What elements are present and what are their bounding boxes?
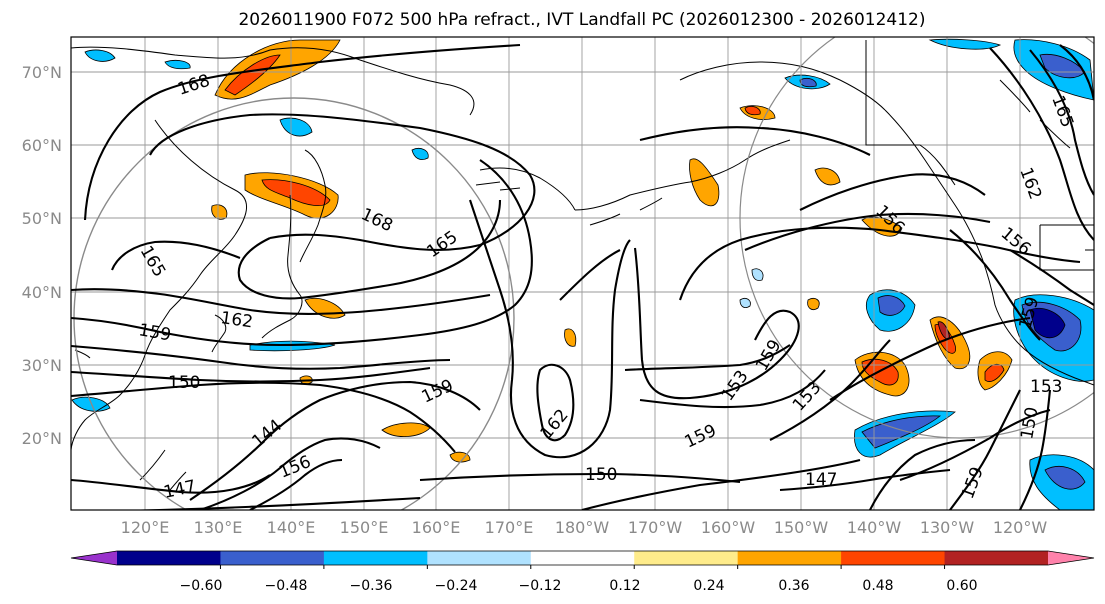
- colorbar-tick-label: 0.12: [609, 578, 640, 594]
- lon-label: 170°E: [485, 518, 534, 537]
- colorbar-tick-labels: −0.60 −0.48 −0.36 −0.24 −0.12 0.12 0.24 …: [180, 578, 978, 594]
- lat-label: 20°N: [22, 429, 62, 448]
- latitude-labels: 70°N 60°N 50°N 40°N 30°N 20°N: [22, 63, 62, 448]
- lat-label: 40°N: [22, 283, 62, 302]
- lat-label: 30°N: [22, 356, 62, 375]
- lon-label: 140°E: [267, 518, 316, 537]
- contour-label: 147: [805, 470, 837, 490]
- colorbar-extend-high: [1048, 551, 1094, 565]
- lat-label: 50°N: [22, 209, 62, 228]
- colorbar-segment: [841, 551, 946, 565]
- colorbar-segment: [737, 551, 842, 565]
- colorbar-segment: [117, 551, 221, 565]
- colorbar-tick-label: −0.60: [180, 578, 223, 594]
- lon-label: 120°E: [121, 518, 170, 537]
- lon-label: 130°E: [194, 518, 243, 537]
- colorbar-tick-label: −0.48: [265, 578, 308, 594]
- colorbar: [70, 550, 1095, 569]
- lon-label: 160°E: [412, 518, 461, 537]
- lat-label: 70°N: [22, 63, 62, 82]
- height-contours: [71, 43, 1094, 510]
- colorbar-segment: [634, 551, 739, 565]
- colorbar-tick-label: 0.48: [862, 578, 893, 594]
- shaded-fields: [71, 38, 1094, 510]
- contour-label: 162: [219, 308, 254, 332]
- colorbar-tick-label: −0.12: [519, 578, 562, 594]
- colorbar-segment: [427, 551, 532, 565]
- lon-label: 130°W: [920, 518, 975, 537]
- lon-label: 160°W: [701, 518, 756, 537]
- colorbar-segment: [323, 551, 428, 565]
- lon-label: 150°E: [340, 518, 389, 537]
- lat-label: 60°N: [22, 136, 62, 155]
- contour-label: 150: [168, 373, 200, 393]
- colorbar-segment: [220, 551, 325, 565]
- colorbar-tick-label: 0.36: [778, 578, 809, 594]
- lon-label: 140°W: [847, 518, 902, 537]
- colorbar-segment: [530, 551, 635, 565]
- lon-label: 170°W: [628, 518, 683, 537]
- colorbar-extend-low: [71, 551, 117, 565]
- longitude-labels: 120°E 130°E 140°E 150°E 160°E 170°E 180°…: [121, 518, 1048, 537]
- lon-label: 120°W: [993, 518, 1048, 537]
- colorbar-tick-label: 0.60: [946, 578, 977, 594]
- coastlines: [71, 40, 1094, 491]
- contour-label: 150: [585, 465, 617, 485]
- map-panel: 168 168 165 165 162 159 150 144 147 156 …: [70, 36, 1095, 511]
- colorbar-tick-label: −0.36: [350, 578, 393, 594]
- colorbar-outline: [70, 550, 1095, 566]
- colorbar-tick-label: 0.24: [693, 578, 724, 594]
- colorbar-segment: [944, 551, 1049, 565]
- lon-label: 150°W: [774, 518, 829, 537]
- contour-label: 153: [1030, 377, 1062, 397]
- figure-title: 2026011900 F072 500 hPa refract., IVT La…: [238, 10, 925, 30]
- lon-label: 180°W: [555, 518, 610, 537]
- graticule: [71, 37, 1094, 510]
- colorbar-tick-label: −0.24: [435, 578, 478, 594]
- range-circle-east: [739, 37, 1094, 439]
